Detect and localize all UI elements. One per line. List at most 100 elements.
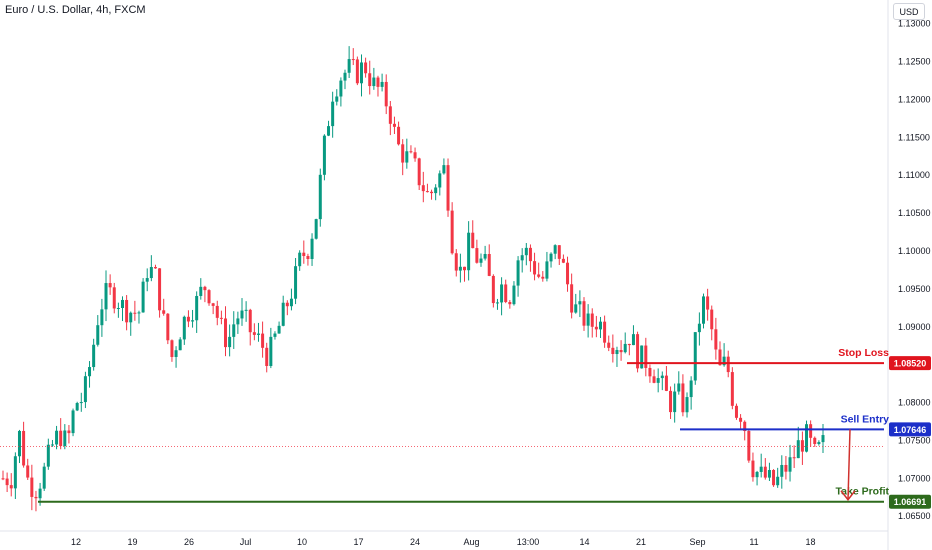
y-tick-label: 1.12500 <box>898 57 931 67</box>
candle-body <box>796 440 800 459</box>
candle-body <box>199 286 203 296</box>
candle-body <box>265 347 269 366</box>
price-label-box <box>889 494 931 509</box>
candle-body <box>273 333 277 337</box>
candle-body <box>376 77 380 87</box>
candle-body <box>648 367 652 377</box>
candle-body <box>582 301 586 326</box>
candle-body <box>487 254 491 276</box>
candle-body <box>42 466 46 489</box>
candle-body <box>722 356 726 366</box>
candle-body <box>438 173 442 188</box>
candle-body <box>780 464 784 477</box>
candle-body <box>141 281 145 313</box>
price-label-box <box>889 422 931 437</box>
candle-body <box>425 191 429 193</box>
candle-body <box>182 316 186 340</box>
candle-body <box>30 477 34 497</box>
candle-body <box>224 318 228 348</box>
candle-body <box>594 326 598 330</box>
candle-body <box>310 238 314 259</box>
candle-body <box>615 350 619 355</box>
candle-body <box>714 329 718 350</box>
y-tick-label: 1.08000 <box>898 398 931 408</box>
candle-body <box>681 383 685 413</box>
candle-body <box>195 295 199 321</box>
candle-body <box>800 440 804 452</box>
candle-body <box>483 254 487 259</box>
candle-body <box>578 301 582 305</box>
candle-body <box>491 275 495 304</box>
candle-body <box>450 210 454 254</box>
trade-arrow-line <box>847 429 851 500</box>
candle-body <box>92 344 96 368</box>
candle-body <box>512 285 516 305</box>
candle-body <box>677 383 681 392</box>
candle-body <box>219 317 223 319</box>
candle-body <box>788 457 792 472</box>
candle-body <box>380 81 384 87</box>
candle-body <box>623 343 627 353</box>
x-tick-label: Jul <box>240 537 252 547</box>
candle-body <box>153 267 157 269</box>
candle-body <box>244 309 248 311</box>
x-tick-label: Aug <box>463 537 479 547</box>
price-label-box <box>889 356 931 371</box>
candle-body <box>442 165 446 174</box>
candle-body <box>38 488 42 499</box>
y-tick-label: 1.09500 <box>898 284 931 294</box>
candle-body <box>343 72 347 81</box>
x-tick-label: 18 <box>805 537 815 547</box>
candle-body <box>306 256 310 259</box>
x-tick-label: Sep <box>689 537 705 547</box>
candle-body <box>359 62 363 84</box>
candle-body <box>743 421 747 432</box>
candle-body <box>158 268 162 311</box>
candle-body <box>817 442 821 444</box>
candle-body <box>125 299 129 323</box>
candle-body <box>285 302 289 307</box>
candle-body <box>302 252 306 257</box>
candle-body <box>516 260 520 286</box>
candles-group <box>1 46 825 512</box>
candle-body <box>149 267 153 279</box>
candle-body <box>236 318 240 325</box>
candle-body <box>755 471 759 478</box>
candle-body <box>590 313 594 327</box>
candle-body <box>137 312 141 314</box>
candle-body <box>537 274 541 277</box>
candle-body <box>162 310 166 314</box>
y-tick-label: 1.11000 <box>898 170 930 180</box>
level-name-stop-loss: Stop Loss <box>838 347 889 359</box>
candle-body <box>75 403 79 411</box>
candle-body <box>475 248 479 263</box>
y-tick-label: 1.06500 <box>898 511 931 521</box>
candle-body <box>417 158 421 186</box>
candle-body <box>702 296 706 324</box>
y-tick-label: 1.09000 <box>898 322 931 332</box>
candle-body <box>772 469 776 486</box>
candle-body <box>574 304 578 313</box>
candle-body <box>116 308 120 310</box>
candle-body <box>67 430 71 434</box>
candle-body <box>50 444 54 446</box>
y-axis-ticks: 1.13000 1.12500 1.12000 1.11500 1.11000 1.105… <box>898 19 931 522</box>
x-tick-label: 12 <box>71 537 81 547</box>
candle-body <box>504 284 508 303</box>
candle-body <box>598 321 602 330</box>
x-tick-label: 21 <box>636 537 646 547</box>
candle-body <box>603 321 607 343</box>
candle-body <box>392 123 396 127</box>
price-label-text: 1.07646 <box>894 425 927 435</box>
candle-body <box>228 336 232 348</box>
candle-body <box>166 313 170 341</box>
candle-body <box>96 325 100 345</box>
currency-button[interactable]: USD <box>893 3 925 20</box>
candle-body <box>652 376 656 383</box>
candle-body <box>809 424 813 438</box>
candle-body <box>277 325 281 334</box>
candle-body <box>776 476 780 486</box>
candle-body <box>112 287 116 309</box>
candle-body <box>207 290 211 304</box>
